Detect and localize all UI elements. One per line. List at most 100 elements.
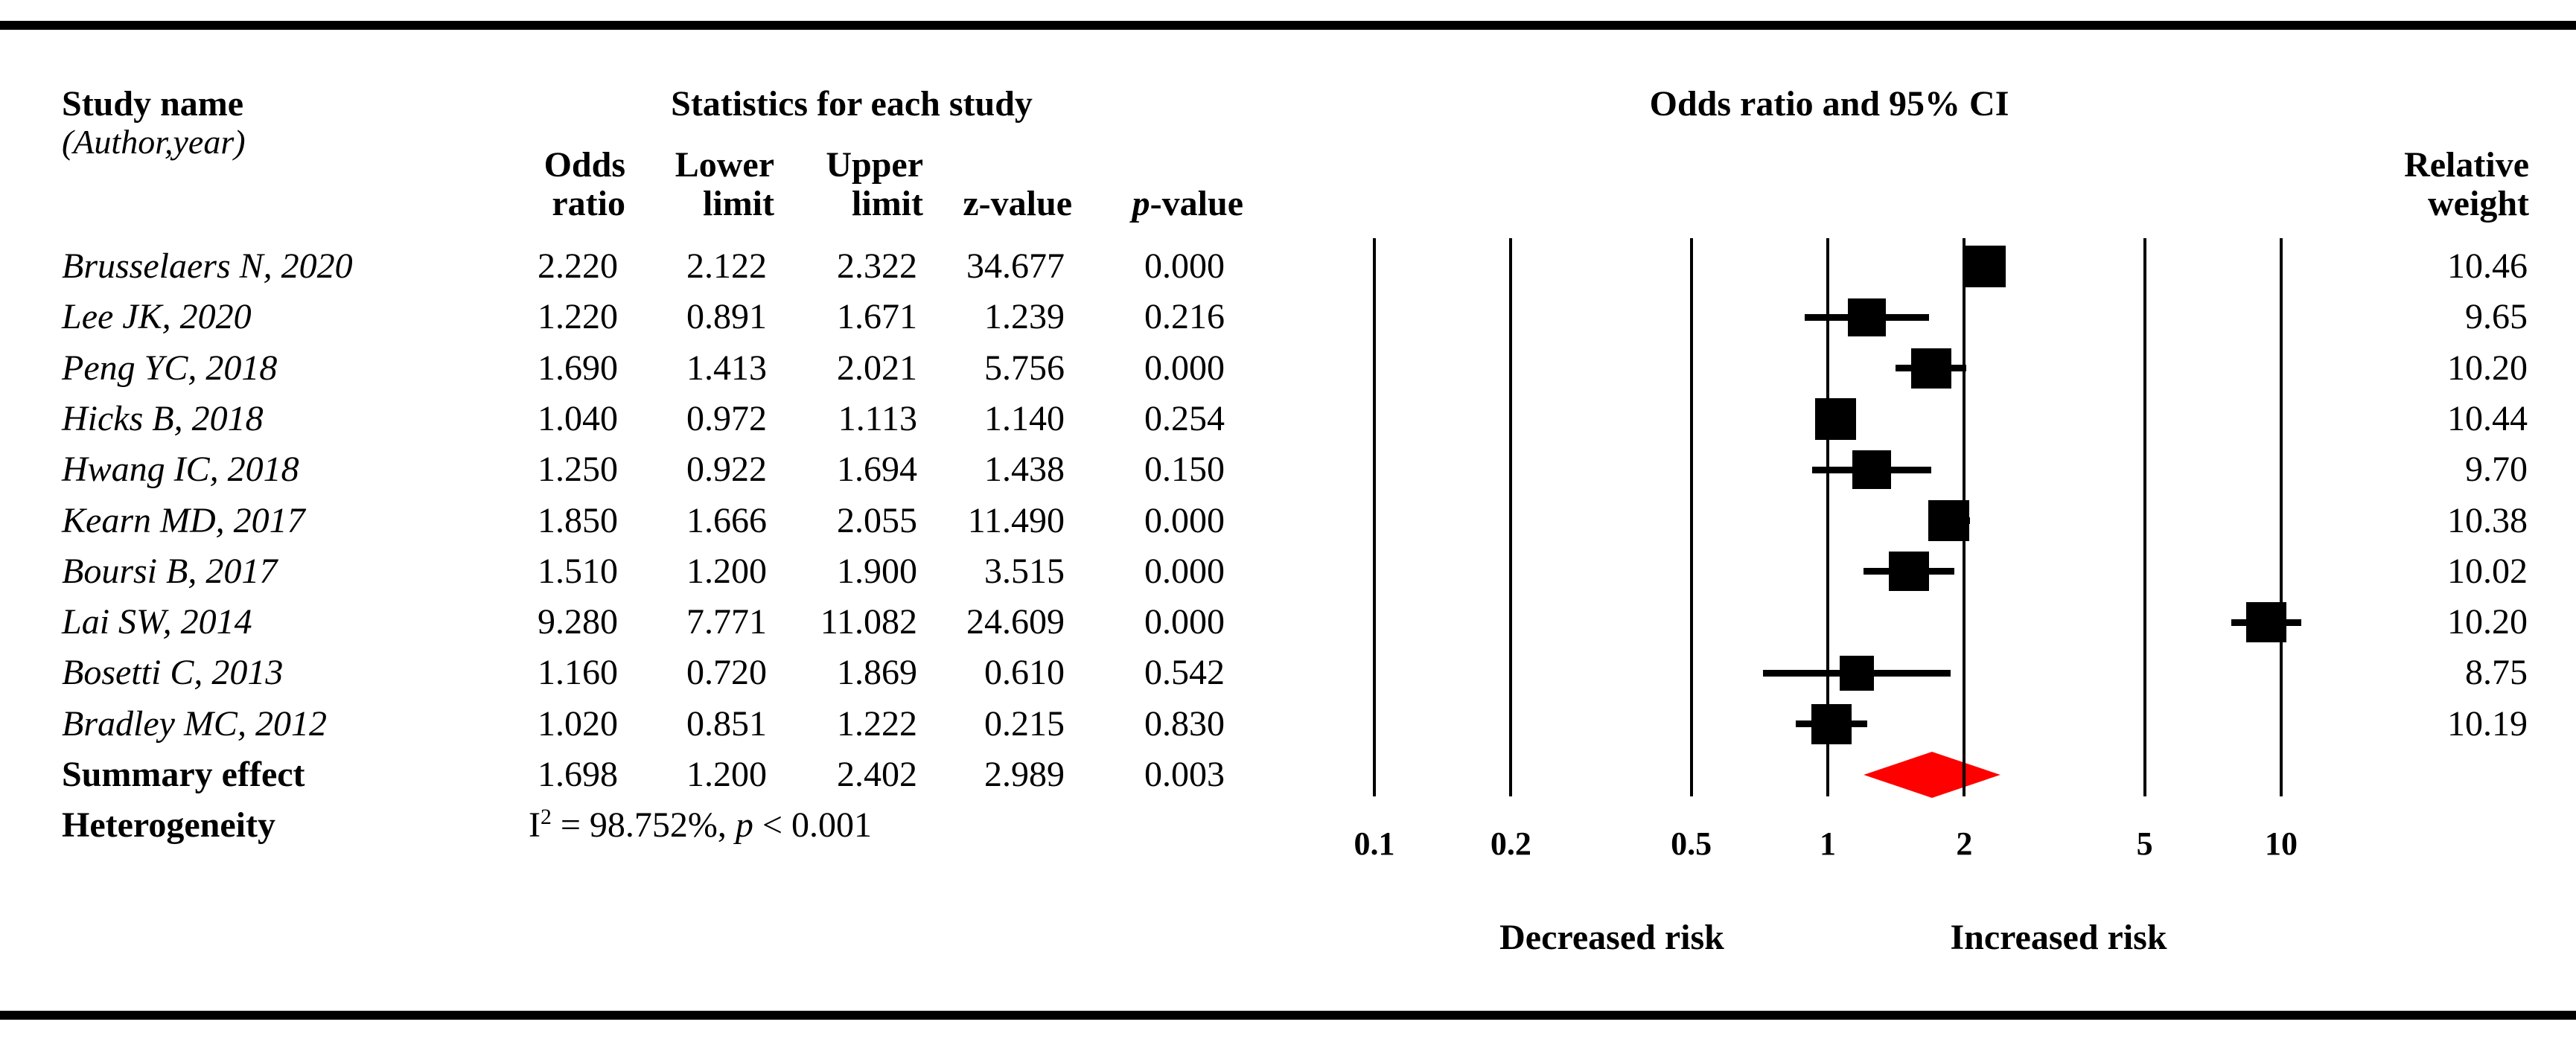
x-axis-tick-label: 1 xyxy=(1820,825,1836,862)
top-rule xyxy=(0,21,2576,30)
x-axis-tick-label: 10 xyxy=(2265,825,2298,862)
x-axis-tick-label: 2 xyxy=(1956,825,1973,862)
lower-limit-value: 0.922 xyxy=(686,450,767,490)
lower-limit-value: 0.891 xyxy=(686,297,767,337)
p-value: 0.542 xyxy=(1144,653,1225,693)
heterogeneity-label: Heterogeneity xyxy=(62,805,275,845)
relative-weight-value: 10.44 xyxy=(2447,398,2528,438)
lower-limit-value: 7.771 xyxy=(686,602,767,642)
upper-limit-value: 2.021 xyxy=(837,348,917,388)
plot-gridline xyxy=(1509,238,1513,796)
study-name-header: Study name xyxy=(62,84,244,124)
z-value: 34.677 xyxy=(966,246,1065,286)
z-value: 0.610 xyxy=(984,653,1065,693)
odds-ratio-column-header: Odds ratio xyxy=(543,145,625,223)
heterogeneity-row: Heterogeneity I2 = 98.752%, p < 0.001 xyxy=(0,800,2576,851)
effect-size-square xyxy=(1889,552,1929,592)
relative-weight-value: 10.20 xyxy=(2447,348,2528,388)
study-row: Bosetti C, 2013 1.160 0.720 1.869 0.610 0.542… xyxy=(0,648,2576,698)
upper-limit-value: 2.322 xyxy=(837,246,917,286)
plot-gridline xyxy=(2143,238,2146,796)
relative-weight-value: 8.75 xyxy=(2465,653,2528,693)
upper-limit-value: 1.222 xyxy=(837,703,917,744)
effect-size-square xyxy=(1928,499,1970,541)
study-row: Kearn MD, 2017 1.850 1.666 2.055 11.490 0.000… xyxy=(0,496,2576,546)
upper-limit-value: 1.113 xyxy=(838,398,917,438)
plot-gridline xyxy=(1826,238,1829,796)
upper-limit-value: 2.055 xyxy=(837,500,917,540)
lower-limit-value: 0.972 xyxy=(686,398,767,438)
p-value: 0.000 xyxy=(1144,500,1225,540)
x-axis-tick-label: 0.5 xyxy=(1671,825,1712,862)
plot-gridline xyxy=(1689,238,1693,796)
effect-size-square xyxy=(1848,298,1887,336)
p-value: 0.000 xyxy=(1144,348,1225,388)
lower-limit-value: 0.851 xyxy=(686,703,767,744)
relative-weight-value: 10.20 xyxy=(2447,602,2528,642)
effect-size-square xyxy=(1910,348,1951,389)
z-value: 1.239 xyxy=(984,297,1065,337)
p-value-column-header: p-value xyxy=(1132,184,1243,223)
p-value: 0.000 xyxy=(1144,246,1225,286)
p-value: 0.000 xyxy=(1144,551,1225,591)
summary-z-value: 2.989 xyxy=(984,755,1065,794)
summary-odds-ratio: 1.698 xyxy=(538,755,618,794)
effect-size-square xyxy=(1814,398,1857,440)
plot-gridline xyxy=(1963,238,1966,796)
upper-limit-value: 1.900 xyxy=(837,551,917,591)
lower-limit-value: 0.720 xyxy=(686,653,767,693)
effect-size-square xyxy=(1852,450,1891,489)
bottom-rule xyxy=(0,1011,2576,1020)
study-row: Lai SW, 2014 9.280 7.771 11.082 24.609 0.000 1… xyxy=(0,597,2576,648)
relative-weight-value: 9.70 xyxy=(2465,450,2528,490)
p-value: 0.150 xyxy=(1144,450,1225,490)
study-name: Hwang IC, 2018 xyxy=(62,450,299,490)
effect-size-square xyxy=(1964,246,2006,287)
z-value: 0.215 xyxy=(984,703,1065,744)
z-value: 24.609 xyxy=(966,602,1065,642)
study-name: Brusselaers N, 2020 xyxy=(62,246,353,286)
study-name: Lee JK, 2020 xyxy=(62,297,252,337)
study-name: Peng YC, 2018 xyxy=(62,348,278,388)
relative-weight-value: 10.02 xyxy=(2447,551,2528,591)
odds-ratio-value: 1.250 xyxy=(538,450,618,490)
relative-weight-value: 9.65 xyxy=(2465,297,2528,337)
study-row: Brusselaers N, 2020 2.220 2.122 2.322 34.677… xyxy=(0,241,2576,292)
lower-limit-value: 1.200 xyxy=(686,551,767,591)
odds-ratio-value: 1.020 xyxy=(538,703,618,744)
plot-gridline xyxy=(2280,238,2283,796)
odds-ratio-value: 1.690 xyxy=(538,348,618,388)
p-value: 0.216 xyxy=(1144,297,1225,337)
odds-ratio-value: 2.220 xyxy=(538,246,618,286)
plot-gridline xyxy=(1373,238,1376,796)
study-row: Peng YC, 2018 1.690 1.413 2.021 5.756 0.000 10… xyxy=(0,343,2576,394)
study-name: Kearn MD, 2017 xyxy=(62,500,305,540)
p-value: 0.254 xyxy=(1144,398,1225,438)
summary-effect-label: Summary effect xyxy=(62,755,305,794)
study-row: Lee JK, 2020 1.220 0.891 1.671 1.239 0.216 9.6… xyxy=(0,292,2576,342)
p-value: 0.000 xyxy=(1144,602,1225,642)
lower-limit-value: 1.666 xyxy=(686,500,767,540)
x-axis-tick-label: 5 xyxy=(2136,825,2153,862)
summary-lower-limit: 1.200 xyxy=(686,755,767,794)
decreased-risk-label: Decreased risk xyxy=(1499,918,1724,957)
upper-limit-value: 1.869 xyxy=(837,653,917,693)
study-row: Hicks B, 2018 1.040 0.972 1.113 1.140 0.254 10… xyxy=(0,394,2576,444)
summary-effect-row: Summary effect 1.698 1.200 2.402 2.989 0… xyxy=(0,750,2576,800)
summary-upper-limit: 2.402 xyxy=(837,755,917,794)
p-value: 0.830 xyxy=(1144,703,1225,744)
study-row: Hwang IC, 2018 1.250 0.922 1.694 1.438 0.150 9… xyxy=(0,444,2576,495)
author-year-subheader: (Author,year) xyxy=(62,123,246,161)
study-name: Bosetti C, 2013 xyxy=(62,653,284,693)
odds-ratio-value: 1.510 xyxy=(538,551,618,591)
z-value: 5.756 xyxy=(984,348,1065,388)
z-value: 11.490 xyxy=(967,500,1065,540)
odds-ratio-value: 9.280 xyxy=(538,602,618,642)
lower-limit-column-header: Lower limit xyxy=(675,145,774,223)
study-name: Hicks B, 2018 xyxy=(62,398,264,438)
effect-size-square xyxy=(1840,656,1875,691)
odds-ratio-value: 1.220 xyxy=(538,297,618,337)
upper-limit-value: 11.082 xyxy=(820,602,917,642)
z-value: 1.438 xyxy=(984,450,1065,490)
